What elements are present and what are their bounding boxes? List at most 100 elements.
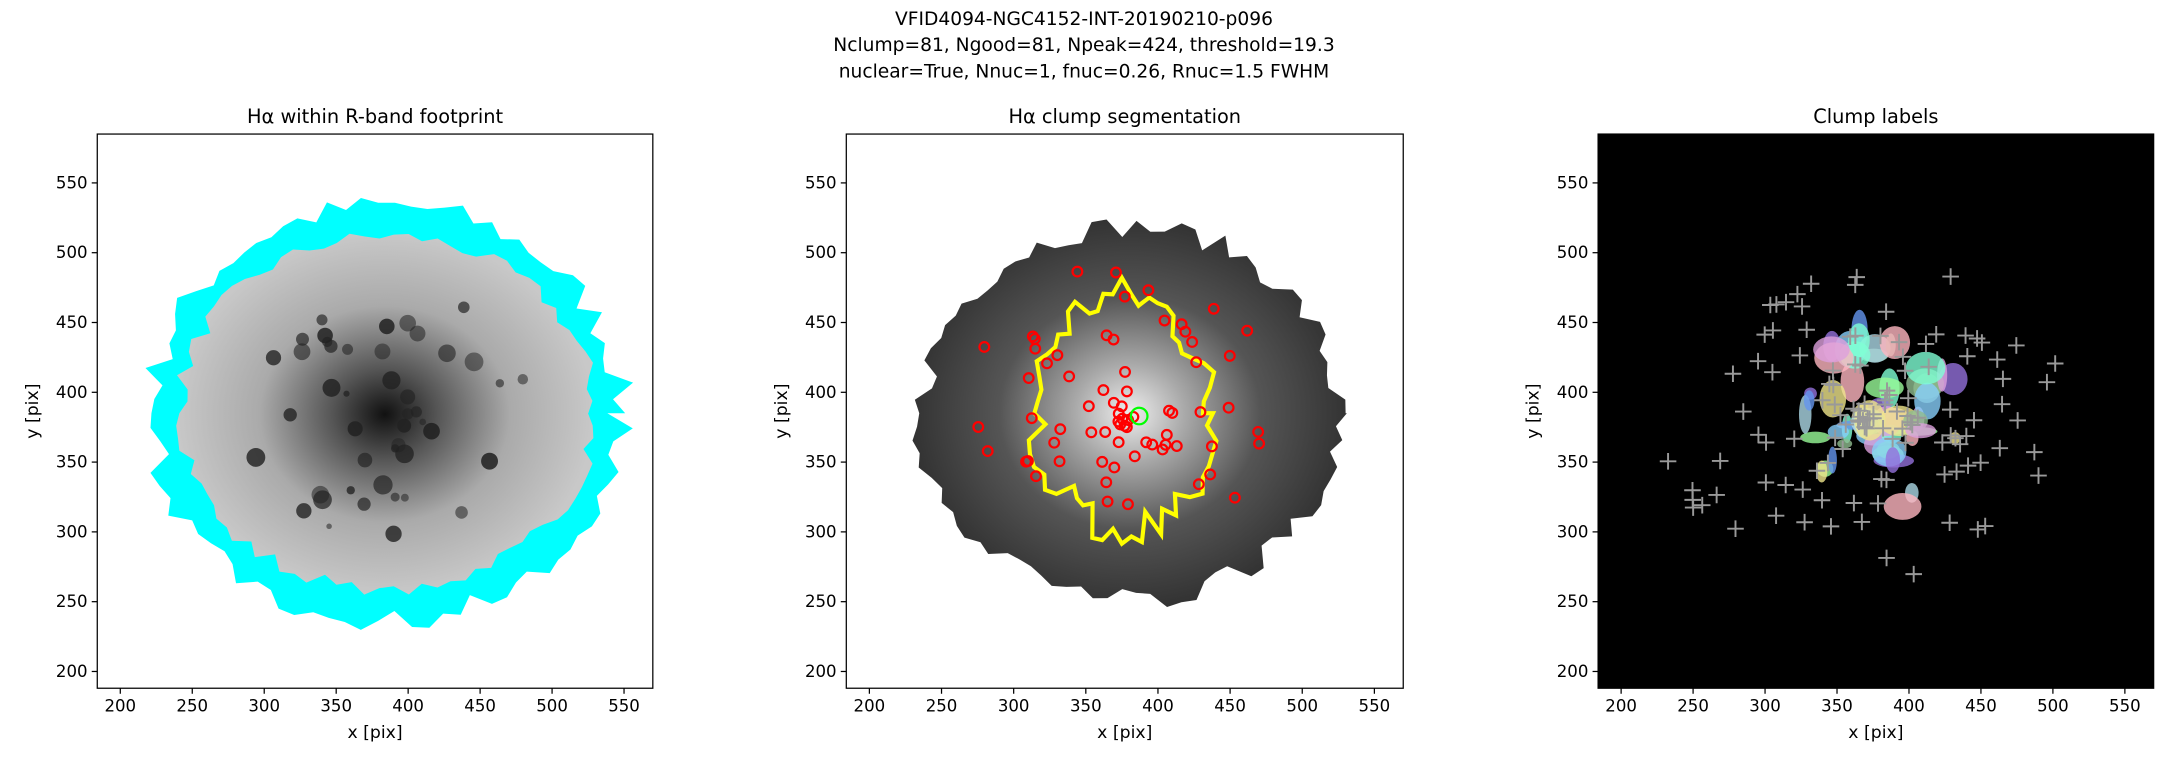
peak-marker: [2009, 412, 2026, 429]
hii-region: [399, 314, 417, 332]
y-tick-label: 200: [805, 662, 837, 681]
hii-region: [409, 325, 426, 342]
hii-region: [382, 371, 401, 390]
peak-marker: [1834, 440, 1852, 458]
clump-marker: [1241, 324, 1254, 337]
x-axis-label: x [pix]: [1848, 723, 1903, 743]
x-tick-label: 200: [104, 697, 136, 716]
peak-marker: [1934, 434, 1951, 451]
hii-region: [326, 523, 332, 530]
image: [912, 219, 1347, 607]
x-axis-label: x [pix]: [347, 723, 402, 743]
clump-marker: [1118, 290, 1131, 303]
clump-marker: [1026, 330, 1039, 343]
peak-marker: [1777, 476, 1794, 494]
x-tick-label: 250: [176, 697, 208, 716]
clump-marker: [1115, 400, 1128, 413]
peak-marker: [1764, 322, 1782, 339]
hii-region: [397, 418, 412, 433]
peak-marker: [1878, 549, 1895, 567]
clump-label: [1819, 380, 1847, 418]
clump-marker: [1029, 342, 1042, 355]
y-tick-label: 500: [805, 243, 837, 262]
clump-marker: [1107, 333, 1120, 346]
peak-marker: [1884, 430, 1901, 448]
y-tick-label: 350: [805, 453, 837, 472]
figure-title: Nclump=81, Ngood=81, Npeak=424, threshol…: [833, 35, 1334, 56]
peak-marker: [1802, 275, 1820, 293]
x-tick-label: 300: [248, 697, 280, 716]
peak-marker: [1942, 268, 1959, 285]
peak-marker: [1957, 327, 1974, 344]
clump-marker: [1194, 406, 1207, 419]
hii-region: [455, 506, 468, 519]
image: [1598, 134, 2154, 689]
y-tick-label: 400: [56, 383, 88, 402]
hii-region: [391, 438, 406, 453]
clump-marker: [1108, 461, 1121, 474]
clump-contour: [1026, 273, 1219, 547]
clump-label: [1865, 377, 1904, 399]
panel: 200 250 300 350 400 450 500 550 200 250 300 350 400 4…: [772, 105, 1404, 743]
peak-marker: [1942, 427, 1960, 444]
peak-marker: [1750, 426, 1767, 444]
peak-marker: [1969, 521, 1987, 538]
peak-marker: [2030, 467, 2047, 484]
peak-marker: [1865, 409, 1882, 427]
x-tick-label: 200: [854, 697, 886, 716]
hii-region: [495, 379, 505, 388]
peak-marker: [1991, 439, 2009, 457]
clump-marker: [1118, 419, 1131, 432]
clump-marker: [1051, 349, 1064, 362]
x-axis-label: x [pix]: [1097, 723, 1152, 743]
clump-marker: [1204, 468, 1217, 481]
peak-marker: [1724, 365, 1742, 383]
peak-marker: [1846, 276, 1864, 294]
x-tick-label: 250: [926, 697, 958, 716]
y-tick-label: 450: [1557, 313, 1589, 332]
y-tick-label: 300: [1557, 522, 1589, 541]
peak-marker: [1794, 481, 1812, 498]
peak-marker: [1749, 352, 1767, 370]
clump-marker: [1099, 426, 1112, 438]
x-tick-label: 550: [608, 697, 640, 716]
peak-marker: [1849, 412, 1867, 429]
peak-marker: [1869, 495, 1887, 512]
clump-marker: [1205, 440, 1218, 453]
clump-marker: [1119, 365, 1131, 378]
clump-marker: [1022, 372, 1035, 385]
y-tick-label: 350: [1557, 453, 1589, 472]
panel: 200 250 300 350 400 450 500 550 200 250 300 350 400 4…: [23, 105, 654, 743]
hii-region: [293, 343, 311, 361]
clump-marker: [1120, 385, 1133, 398]
x-tick-label: 300: [998, 697, 1030, 716]
peak-marker: [1813, 491, 1831, 509]
hii-region: [458, 301, 470, 314]
panel-title: Clump labels: [1813, 105, 1938, 128]
hii-region: [517, 374, 529, 385]
peak-marker: [1796, 513, 1813, 531]
peak-marker: [1941, 401, 1959, 418]
peak-marker: [1941, 514, 1958, 532]
hii-region: [296, 332, 309, 346]
peak-marker: [1785, 430, 1803, 448]
hii-region: [246, 447, 266, 467]
hii-region: [357, 497, 371, 511]
figure-title: nuclear=True, Nnuc=1, fnuc=0.26, Rnuc=1.…: [839, 61, 1330, 82]
peak-marker: [1894, 420, 1911, 437]
x-tick-label: 350: [320, 697, 352, 716]
peak-marker: [1874, 420, 1892, 437]
clump-marker: [1041, 357, 1053, 370]
clump-label: [1840, 361, 1865, 403]
peak-marker: [1959, 457, 1977, 474]
peak-marker: [1684, 481, 1701, 499]
clump-label: [1803, 390, 1815, 411]
peak-marker: [1757, 434, 1775, 451]
clump-marker: [1048, 436, 1061, 449]
clump-marker: [1116, 412, 1129, 425]
x-tick-label: 250: [1677, 697, 1709, 716]
hii-region: [317, 327, 333, 344]
clump-marker: [1186, 336, 1199, 348]
hii-region: [322, 378, 341, 397]
hii-region: [438, 344, 456, 363]
